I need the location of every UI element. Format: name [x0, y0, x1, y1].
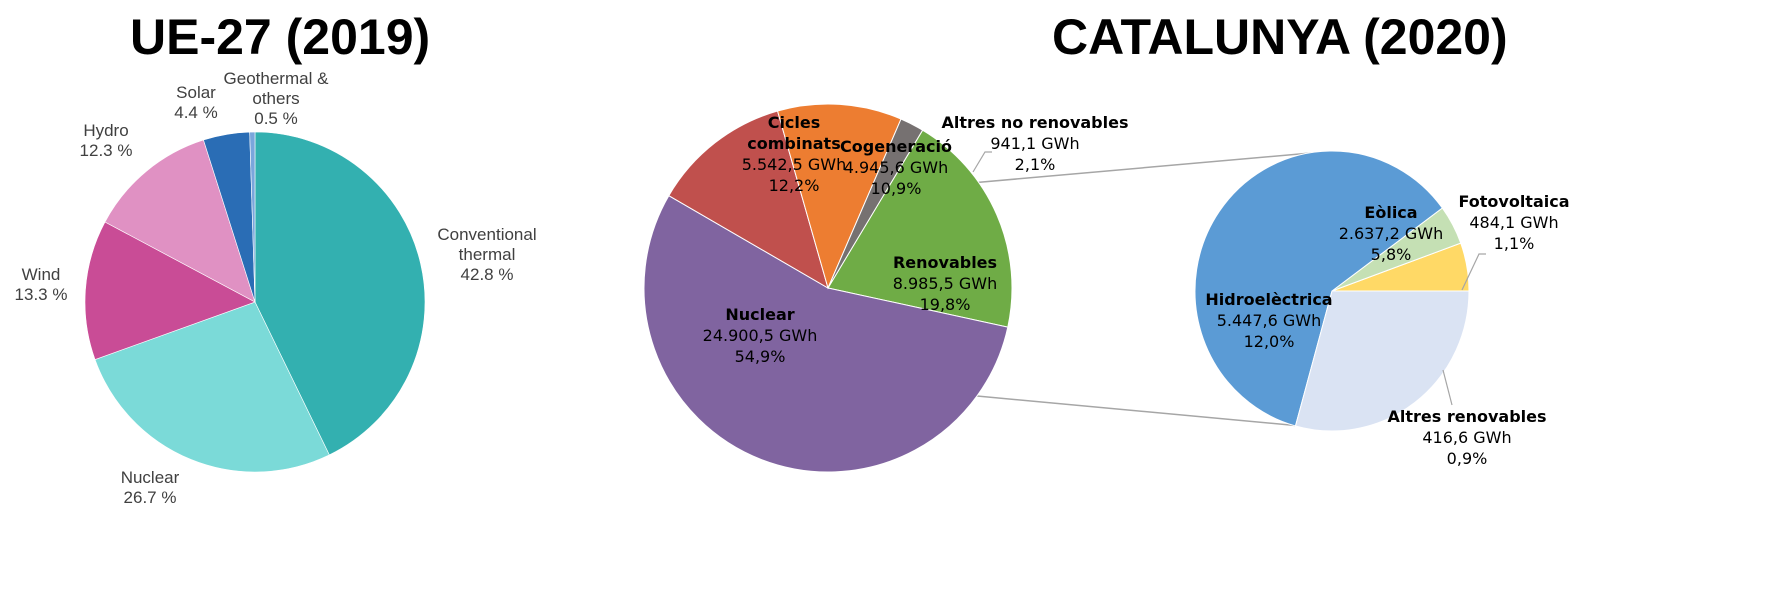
slice-label-renovables: Renovables 8.985,5 GWh 19,8% [893, 253, 998, 314]
slice-pct-wind: 13.3 % [15, 285, 68, 304]
slice-gwh-fotovoltaica: 484,1 GWh [1469, 213, 1558, 232]
slice-name-fotovoltaica: Fotovoltaica [1458, 192, 1569, 211]
slice-label-solar: Solar 4.4 % [174, 83, 217, 122]
slice-gwh-cogeneracio: 4.945,6 GWh [844, 158, 949, 177]
connector-line-top [970, 151, 1323, 184]
pie-catalunya [643, 103, 1013, 473]
pie-slice-cicles-combinats [668, 110, 829, 290]
slice-pct-nuclear: 54,9% [735, 347, 786, 366]
label-leader-lines [972, 151, 1486, 406]
pie-slice-cogeneracio [776, 103, 902, 290]
pie-slice-renovables [827, 129, 1013, 328]
slice-name-wind: Wind [22, 265, 61, 284]
slice-label-eolica-detail: Eòlica 2.637,2 GWh 5,8% [1339, 203, 1444, 264]
slice-label-wind: Wind 13.3 % [15, 265, 68, 304]
pie-slice-nuclear [94, 301, 330, 473]
slice-name-nuclear: Nuclear [725, 305, 794, 324]
slice-label-altres-renovables-detail: Altres renovables 416,6 GWh 0,9% [1387, 407, 1546, 468]
slice-gwh-hidroelectrica: 5.447,6 GWh [1217, 311, 1322, 330]
slice-pct-renovables: 19,8% [920, 295, 971, 314]
slice-name-cicles-combinats: combinats [747, 134, 840, 153]
slice-pct-cogeneracio: 10,9% [871, 179, 922, 198]
slice-label-cicles-combinats: Cicles combinats 5.542,5 GWh 12,2% [742, 113, 847, 195]
pie-ue27 [84, 131, 426, 473]
slice-name-renovables: Renovables [893, 253, 997, 272]
slice-label-cogeneracio: Cogeneració 4.945,6 GWh 10,9% [840, 137, 952, 198]
slice-label-hydro: Hydro 12.3 % [80, 121, 133, 160]
pie-slice-geothermal-others [249, 131, 256, 303]
slice-name-hidroelectrica: Hidroelèctrica [1205, 290, 1332, 309]
slice-name-geothermal-others: Geothermal & [224, 69, 330, 88]
connector-line-bottom [976, 395, 1323, 429]
slice-labels: Conventional thermal 42.8 %Nuclear 26.7 %Wi… [15, 69, 1570, 507]
chart-title-catalunya: CATALUNYA (2020) [1052, 9, 1508, 65]
slice-gwh-altres-renovables: 416,6 GWh [1422, 428, 1511, 447]
pie-slice-eolica [1294, 290, 1470, 432]
slice-name-conventional-thermal: Conventional [437, 225, 536, 244]
slice-pct-hidroelectrica: 12,0% [1244, 332, 1295, 351]
slice-name-conventional-thermal: thermal [459, 245, 516, 264]
slice-label-hidroelectrica-detail: Hidroelèctrica 5.447,6 GWh 12,0% [1205, 290, 1332, 351]
slice-pct-conventional-thermal: 42.8 % [461, 265, 514, 284]
slice-label-nuclear: Nuclear 24.900,5 GWh 54,9% [703, 305, 818, 366]
leader-line-altres-no-renovables [972, 151, 992, 173]
slice-pct-altres-renovables: 0,9% [1447, 449, 1488, 468]
slice-name-geothermal-others: others [252, 89, 299, 108]
slice-pct-geothermal-others: 0.5 % [254, 109, 297, 128]
slice-gwh-renovables: 8.985,5 GWh [893, 274, 998, 293]
slice-name-eolica: Eòlica [1364, 203, 1417, 222]
slice-name-cicles-combinats: Cicles [768, 113, 821, 132]
slice-label-altres-no-renovables: Altres no renovables 941,1 GWh 2,1% [942, 113, 1129, 174]
slice-label-conventional-thermal: Conventional thermal 42.8 % [437, 225, 536, 284]
slice-label-fotovoltaica-detail: Fotovoltaica 484,1 GWh 1,1% [1458, 192, 1569, 253]
pie-slice-wind [84, 221, 256, 360]
slice-name-hydro: Hydro [83, 121, 128, 140]
pie-slice-nuclear [643, 194, 1009, 473]
slice-pct-altres-no-renovables: 2,1% [1015, 155, 1056, 174]
slice-name-cogeneracio: Cogeneració [840, 137, 952, 156]
pie-slice-conventional-thermal [254, 131, 426, 456]
leader-line-altres-renovables [1442, 369, 1453, 406]
leader-line-fotovoltaica [1461, 253, 1486, 291]
slice-name-nuclear: Nuclear [121, 468, 180, 487]
pie-slice-hydro [104, 139, 256, 303]
slice-pct-hydro: 12.3 % [80, 141, 133, 160]
slice-pct-solar: 4.4 % [174, 103, 217, 122]
breakout-connector-lines [970, 151, 1323, 429]
slice-pct-fotovoltaica: 1,1% [1494, 234, 1535, 253]
slice-gwh-cicles-combinats: 5.542,5 GWh [742, 155, 847, 174]
slice-name-altres-no-renovables: Altres no renovables [942, 113, 1129, 132]
slice-pct-cicles-combinats: 12,2% [769, 176, 820, 195]
pie-slice-altres-no-renovables [827, 118, 924, 289]
chart-title-ue27: UE-27 (2019) [130, 9, 431, 65]
slice-pct-eolica: 5,8% [1371, 245, 1412, 264]
slice-label-geothermal-others: Geothermal & others 0.5 % [224, 69, 330, 128]
pie-renovables-breakdown [1194, 150, 1470, 432]
slice-pct-nuclear: 26.7 % [124, 488, 177, 507]
slice-label-nuclear: Nuclear 26.7 % [121, 468, 180, 507]
pie-slice-hidroelectrica [1194, 150, 1444, 427]
slice-name-solar: Solar [176, 83, 216, 102]
slice-name-altres-renovables: Altres renovables [1387, 407, 1546, 426]
slice-gwh-altres-no-renovables: 941,1 GWh [990, 134, 1079, 153]
slice-gwh-nuclear: 24.900,5 GWh [703, 326, 818, 345]
slice-gwh-eolica: 2.637,2 GWh [1339, 224, 1444, 243]
